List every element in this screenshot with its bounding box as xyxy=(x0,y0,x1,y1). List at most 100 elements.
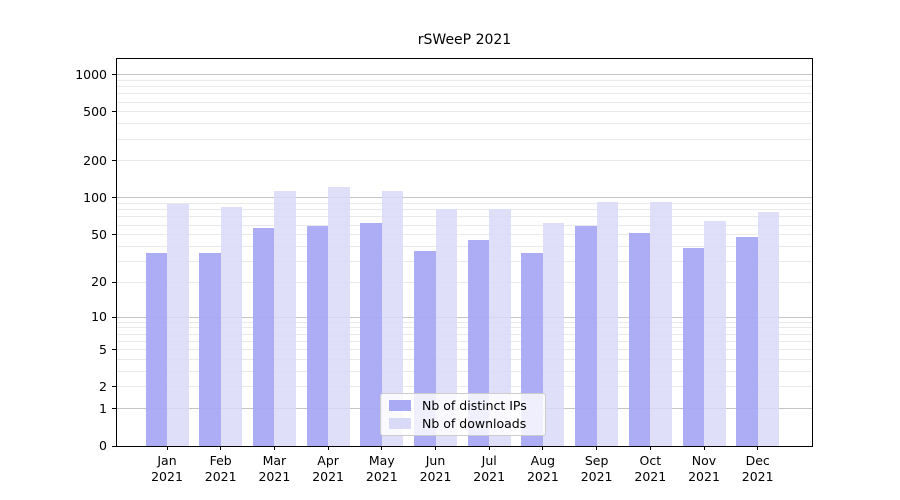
y-tick-mark xyxy=(112,234,116,236)
plot-area: rSWeeP 2021 Nb of distinct IPs Nb of dow… xyxy=(75,32,813,484)
gridline-minor xyxy=(117,203,812,205)
gridline-minor xyxy=(117,216,812,218)
y-tick-mark xyxy=(112,445,116,447)
bar-distinct-ips-sep xyxy=(575,225,597,446)
x-tick-label: Apr 2021 xyxy=(312,453,344,484)
y-tick-mark xyxy=(112,386,116,388)
x-tick-label: Nov 2021 xyxy=(688,453,720,484)
bar-downloads-nov xyxy=(704,220,726,446)
x-tick-mark xyxy=(488,446,490,450)
x-tick-mark xyxy=(273,446,275,450)
bar-downloads-sep xyxy=(596,202,619,446)
y-tick-label: 10 xyxy=(91,309,107,325)
bar-downloads-oct xyxy=(650,201,672,446)
x-tick-mark xyxy=(649,446,651,450)
legend-label-distinct-ips: Nb of distinct IPs xyxy=(422,398,527,414)
y-tick-mark xyxy=(112,281,116,283)
gridline-minor xyxy=(117,349,812,351)
gridline-minor xyxy=(117,123,812,125)
bar-distinct-ips-jan xyxy=(145,253,167,446)
y-tick-label: 0 xyxy=(99,438,107,453)
x-tick-label: Jan 2021 xyxy=(151,453,183,484)
chart-title: rSWeeP 2021 xyxy=(417,32,512,48)
legend: Nb of distinct IPs Nb of downloads xyxy=(380,393,546,436)
bar-distinct-ips-nov xyxy=(682,247,704,446)
bar-distinct-ips-mar xyxy=(252,227,275,446)
gridline-minor xyxy=(117,340,812,342)
gridline-minor xyxy=(117,260,812,262)
bar-downloads-dec xyxy=(757,211,780,446)
x-tick-label: Jul 2021 xyxy=(473,453,506,484)
y-tick-label: 100 xyxy=(83,189,107,205)
bar-distinct-ips-dec xyxy=(736,236,758,446)
legend-swatch-distinct-ips xyxy=(389,400,411,412)
bar-distinct-ips-oct xyxy=(628,232,651,446)
y-tick-label: 50 xyxy=(91,226,107,242)
y-tick-label: 1000 xyxy=(75,66,107,82)
x-tick-mark xyxy=(166,446,168,450)
bar-distinct-ips-apr xyxy=(306,225,329,446)
gridline-minor xyxy=(117,224,812,226)
gridline-minor xyxy=(117,281,812,283)
x-tick-label: May 2021 xyxy=(365,453,398,484)
plot-canvas xyxy=(117,59,812,446)
gridline-minor xyxy=(117,359,812,360)
x-tick-mark xyxy=(596,446,598,450)
gridline-minor xyxy=(117,370,812,372)
x-tick-label: Oct 2021 xyxy=(634,453,667,484)
y-tick-label: 2 xyxy=(99,378,107,394)
gridline-minor xyxy=(117,138,812,140)
gridline-minor xyxy=(117,111,812,113)
bar-downloads-jun xyxy=(435,209,457,446)
gridline-minor xyxy=(117,333,812,335)
x-tick-mark xyxy=(435,446,436,450)
gridline-minor xyxy=(117,93,812,95)
x-tick-label: Aug 2021 xyxy=(526,453,559,484)
gridline-minor xyxy=(117,327,812,329)
x-tick-label: Dec 2021 xyxy=(741,453,774,484)
gridline-minor xyxy=(117,386,812,388)
bar-distinct-ips-feb xyxy=(199,253,221,446)
legend-swatch-downloads xyxy=(389,417,411,429)
x-tick-mark xyxy=(542,446,544,450)
gridline-minor xyxy=(117,245,812,247)
legend-label-downloads: Nb of downloads xyxy=(422,415,527,431)
gridline-minor xyxy=(117,321,812,323)
bar-distinct-ips-may xyxy=(360,223,382,446)
y-tick-mark xyxy=(112,197,116,199)
bar-downloads-jan xyxy=(167,204,189,446)
bar-downloads-apr xyxy=(328,186,350,446)
x-tick-mark xyxy=(703,446,705,450)
legend-item-distinct-ips: Nb of distinct IPs xyxy=(389,398,537,413)
x-tick-label: Mar 2021 xyxy=(258,453,291,484)
y-tick-label: 200 xyxy=(83,152,107,168)
y-tick-mark xyxy=(112,349,116,351)
gridline-minor xyxy=(117,101,812,103)
x-tick-mark xyxy=(327,446,329,450)
gridline-major xyxy=(117,74,812,76)
y-tick-label: 20 xyxy=(91,274,107,290)
bar-downloads-jul xyxy=(489,208,511,446)
y-tick-label: 5 xyxy=(99,341,107,357)
y-tick-mark xyxy=(112,74,116,76)
x-tick-mark xyxy=(757,446,759,450)
y-tick-mark xyxy=(112,316,116,318)
bar-downloads-aug xyxy=(542,223,565,446)
gridline-minor xyxy=(117,79,812,81)
gridline-major xyxy=(117,197,812,199)
y-tick-mark xyxy=(112,111,116,113)
y-tick-label: 1 xyxy=(99,400,107,416)
x-tick-label: Feb 2021 xyxy=(204,453,237,484)
x-tick-mark xyxy=(220,446,222,450)
gridline-minor xyxy=(117,234,812,236)
bar-downloads-feb xyxy=(220,206,243,446)
y-tick-mark xyxy=(112,408,116,410)
bar-downloads-mar xyxy=(274,191,296,446)
bar-downloads-may xyxy=(381,191,404,446)
y-tick-label: 500 xyxy=(83,103,107,119)
x-tick-label: Sep 2021 xyxy=(580,453,613,484)
legend-item-downloads: Nb of downloads xyxy=(389,416,537,431)
y-tick-mark xyxy=(112,160,116,162)
x-tick-label: Jun 2021 xyxy=(419,453,452,484)
